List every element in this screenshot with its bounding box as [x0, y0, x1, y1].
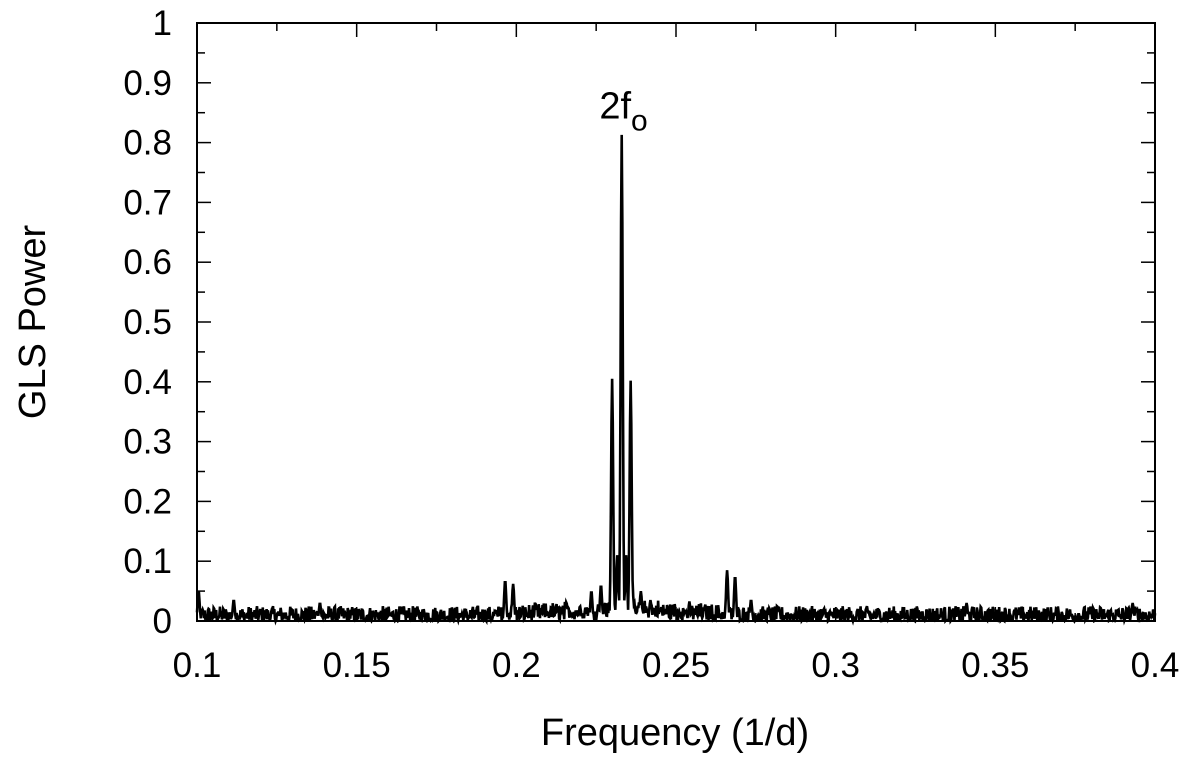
peak-annotation-subscript: o	[631, 105, 648, 138]
x-tick-label: 0.4	[1131, 646, 1180, 685]
gls-power-series-line	[195, 134, 1157, 626]
x-tick-label: 0.3	[811, 646, 860, 685]
y-tick-label: 0.7	[123, 183, 172, 222]
peak-annotation: 2fo	[599, 86, 647, 138]
y-tick-label: 0.9	[123, 64, 172, 103]
y-tick-label: 0.4	[123, 363, 172, 402]
y-tick-label: 0.5	[123, 303, 172, 342]
x-tick-label: 0.2	[492, 646, 541, 685]
y-tick-label: 1	[153, 4, 172, 43]
x-tick-label: 0.35	[961, 646, 1029, 685]
y-tick-label: 0.6	[123, 243, 172, 282]
x-axis-ticks: 0.1 0.15 0.2 0.25 0.3 0.35 0.4	[173, 23, 1180, 685]
y-tick-label: 0.8	[123, 124, 172, 163]
y-axis-ticks: 0 0.1 0.2 0.3 0.4 0.5 0.6 0.7 0.8 0.9 1	[123, 4, 1155, 641]
x-tick-label: 0.1	[173, 646, 222, 685]
y-tick-label: 0.3	[123, 423, 172, 462]
x-tick-label: 0.15	[323, 646, 391, 685]
plot-area	[195, 22, 1157, 626]
x-tick-label: 0.25	[642, 646, 710, 685]
y-axis-label: GLS Power	[12, 225, 54, 420]
y-tick-label: 0.1	[123, 542, 172, 581]
y-tick-label: 0	[153, 602, 172, 641]
peak-annotation-main: 2f	[599, 86, 631, 128]
plot-frame	[196, 22, 1156, 622]
y-tick-label: 0.2	[123, 482, 172, 521]
x-axis-label: Frequency (1/d)	[541, 712, 809, 754]
